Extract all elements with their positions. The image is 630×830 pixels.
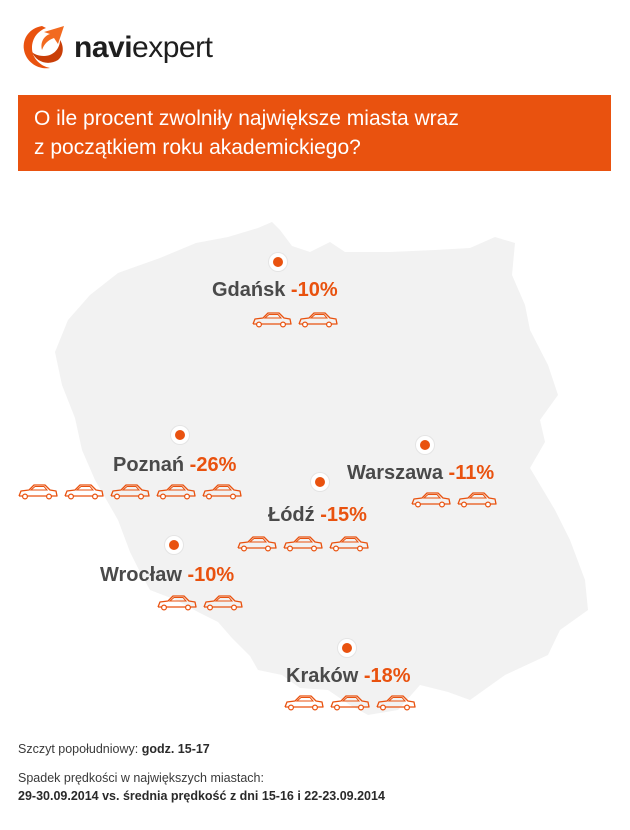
car-outline-icon	[329, 536, 369, 552]
city-name: Warszawa	[347, 462, 449, 484]
title-line-1: O ile procent zwolniły największe miasta…	[34, 107, 459, 130]
title-line-2: z początkiem roku akademickiego?	[34, 136, 361, 159]
city-name: Gdańsk	[212, 279, 291, 301]
city-label-gdansk: Gdańsk -10%	[212, 280, 338, 300]
city-change: -10%	[290, 279, 338, 301]
car-outline-icon	[18, 484, 58, 500]
city-marker-krakow	[338, 639, 356, 657]
car-outline-icon	[156, 484, 196, 500]
car-outline-icon	[284, 695, 324, 711]
peak-value: godz. 15-17	[141, 742, 210, 756]
car-outline-icon	[203, 595, 243, 611]
brand-part1: navi	[74, 31, 133, 64]
car-row-lodz	[236, 534, 374, 554]
car-outline-icon	[237, 536, 277, 552]
poland-shape	[55, 222, 588, 715]
poland-outline	[55, 222, 588, 715]
city-marker-warszawa	[416, 436, 434, 454]
peak-label: Szczyt popołudniowy:	[18, 742, 139, 756]
car-row-krakow	[283, 693, 421, 713]
title-banner: O ile procent zwolniły największe miasta…	[18, 95, 611, 171]
car-outline-icon	[252, 312, 292, 328]
car-row-poznan	[17, 482, 247, 502]
poland-map: Gdańsk -10% Poznań -26% Warszawa -11% Łódź …	[0, 180, 630, 740]
car-row-gdansk	[251, 310, 343, 330]
city-label-warszawa: Warszawa -11%	[347, 463, 494, 483]
naviexpert-logo-icon	[23, 26, 64, 69]
car-outline-icon	[457, 492, 497, 508]
city-label-lodz: Łódź -15%	[268, 505, 367, 525]
city-name: Poznań	[113, 454, 190, 476]
car-outline-icon	[411, 492, 451, 508]
city-marker-gdansk	[269, 253, 287, 271]
city-name: Łódź	[268, 504, 321, 526]
car-outline-icon	[64, 484, 104, 500]
city-marker-poznan	[171, 426, 189, 444]
city-label-wroclaw: Wrocław -10%	[100, 565, 234, 585]
brand-part2: expert	[132, 31, 213, 64]
city-change: -11%	[448, 462, 495, 484]
city-marker-wroclaw	[165, 536, 183, 554]
car-outline-icon	[376, 695, 416, 711]
car-row-warszawa	[410, 490, 502, 510]
car-outline-icon	[110, 484, 150, 500]
city-name: Wrocław	[100, 564, 188, 586]
car-outline-icon	[202, 484, 242, 500]
city-change: -15%	[320, 504, 367, 526]
brand-wordmark: naviexpert	[74, 31, 213, 64]
city-change: -18%	[363, 665, 411, 687]
city-name: Kraków	[286, 665, 364, 687]
brand-logo: naviexpert	[18, 22, 213, 74]
city-change: -10%	[187, 564, 235, 586]
city-label-krakow: Kraków -18%	[286, 666, 411, 686]
car-outline-icon	[298, 312, 338, 328]
footer-note-1: Spadek prędkości w największych miastach…	[18, 771, 264, 785]
car-outline-icon	[283, 536, 323, 552]
car-outline-icon	[157, 595, 197, 611]
footer-peak: Szczyt popołudniowy: godz. 15-17	[18, 742, 210, 756]
footer-note-2: 29-30.09.2014 vs. średnia prędkość z dni…	[18, 789, 385, 803]
city-label-poznan: Poznań -26%	[113, 455, 236, 475]
city-change: -26%	[189, 454, 237, 476]
car-row-wroclaw	[156, 593, 248, 613]
city-marker-lodz	[311, 473, 329, 491]
car-outline-icon	[330, 695, 370, 711]
footer-note-2-text: 29-30.09.2014 vs. średnia prędkość z dni…	[18, 789, 385, 803]
